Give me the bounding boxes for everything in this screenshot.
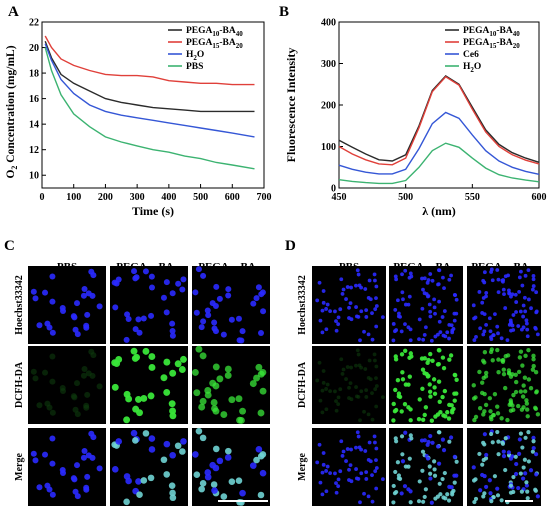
legend-label: Ce6	[463, 50, 479, 60]
x-axis-label: λ (nm)	[422, 204, 456, 218]
micrograph-tile	[110, 266, 188, 344]
legend-label: PEGA10-BA40	[186, 26, 243, 38]
x-tick-label: 600	[532, 192, 547, 203]
series-line-0	[44, 40, 255, 113]
row-label: Merge	[297, 453, 308, 481]
y-axis-label: O2 Concentration (mg/mL)	[5, 45, 19, 178]
y-tick-label: 0	[331, 184, 336, 195]
micrograph-tile	[312, 346, 386, 424]
y-tick-label: 12	[29, 145, 39, 156]
y-tick-label: 200	[321, 101, 336, 112]
panel-d-letter: D	[285, 238, 296, 254]
micrograph-tile	[28, 266, 106, 344]
micrograph-tile	[192, 346, 270, 424]
legend-label: PEGA10-BA40	[463, 26, 520, 38]
legend-label: PEGA15-BA20	[463, 38, 520, 50]
panel-c-letter: C	[4, 238, 15, 254]
y-tick-label: 16	[29, 94, 39, 105]
x-tick-label: 700	[257, 192, 272, 203]
micrograph-tile	[192, 266, 270, 344]
series-line-1	[338, 75, 540, 166]
x-tick-label: 0	[40, 192, 45, 203]
panel-c-micrographs: C PBSPEGA10-BA40PEGA15-BA20Hoechst33342D…	[4, 238, 270, 506]
x-tick-label: 550	[465, 192, 480, 203]
micrograph-tile	[467, 346, 541, 424]
legend-label: PBS	[186, 62, 203, 72]
y-tick-label: 20	[29, 43, 39, 54]
panel-d-micrographs: D PBSPEGA10-BA40PEGA15-BA20Hoechst33342D…	[285, 238, 541, 506]
series-line-3	[44, 47, 255, 170]
panel-b-chart: B 450 500 550 600 0 100 200 300 400 PEGA10-BA40PE…	[279, 4, 547, 218]
panel-a-letter: A	[8, 4, 19, 20]
panel-b-letter: B	[279, 4, 289, 20]
row-label: DCFH-DA	[297, 361, 308, 408]
micrograph-tile	[312, 266, 386, 344]
series-line-1	[44, 35, 255, 86]
y-tick-label: 14	[29, 120, 39, 131]
series-line-0	[338, 74, 540, 163]
panel-a-chart: A 0 100 200 300 400 500 600 700 10 12 14 16 18 20 22 PE…	[5, 4, 272, 218]
y-tick-label: 10	[29, 171, 39, 182]
micrograph-tile	[192, 428, 270, 506]
plot-frame	[41, 21, 265, 189]
series-line-3	[338, 142, 540, 185]
legend-label: PEGA15-BA20	[186, 38, 243, 50]
x-axis-label: Time (s)	[132, 204, 174, 218]
legend-label: H2O	[463, 62, 481, 74]
x-tick-label: 100	[66, 192, 81, 203]
x-tick-label: 500	[193, 192, 208, 203]
x-tick-label: 450	[332, 192, 347, 203]
micrograph-tile	[467, 428, 541, 506]
y-tick-label: 300	[321, 59, 336, 70]
y-tick-label: 22	[29, 18, 39, 29]
legend-label: H2O	[186, 50, 204, 62]
x-tick-label: 400	[161, 192, 176, 203]
x-tick-label: 300	[130, 192, 145, 203]
x-tick-label: 600	[225, 192, 240, 203]
row-label: Merge	[14, 453, 25, 481]
y-tick-label: 18	[29, 69, 39, 80]
series-line-2	[338, 111, 540, 175]
row-label: Hoechst33342	[14, 275, 25, 334]
series-line-2	[44, 43, 255, 138]
y-tick-label: 400	[321, 18, 336, 29]
x-tick-label: 200	[98, 192, 113, 203]
x-tick-label: 500	[398, 192, 413, 203]
micrograph-tile	[28, 428, 106, 506]
row-label: Hoechst33342	[297, 275, 308, 334]
y-axis-label: Fluorescence Intensity	[284, 48, 298, 163]
y-tick-label: 100	[321, 142, 336, 153]
micrograph-tile	[467, 266, 541, 344]
micrograph-tile	[312, 428, 386, 506]
micrograph-tile	[28, 346, 106, 424]
row-label: DCFH-DA	[14, 361, 25, 408]
